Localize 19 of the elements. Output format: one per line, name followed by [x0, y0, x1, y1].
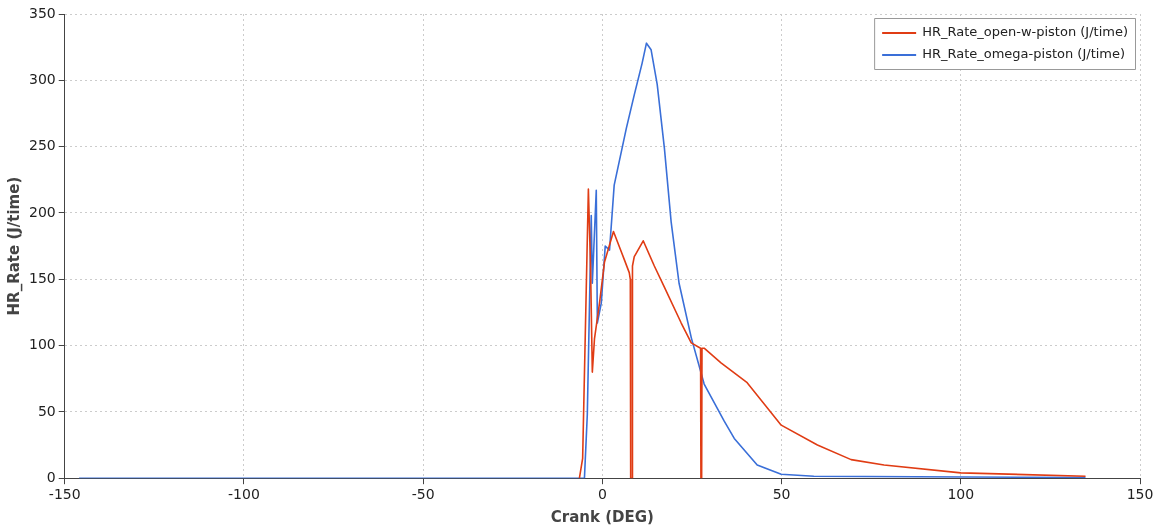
x-axis-title: Crank (DEG): [550, 507, 654, 526]
y-tick-label: 300: [28, 70, 56, 87]
x-tick-label: 0: [597, 486, 607, 503]
y-tick-label: 350: [28, 4, 56, 21]
x-tick-label: 50: [772, 486, 791, 503]
y-tick-label: 100: [28, 336, 56, 353]
legend-label: HR_Rate_open-w-piston (J/time): [922, 24, 1129, 40]
legend-label: HR_Rate_omega-piston (J/time): [922, 46, 1126, 62]
x-tick-label: 150: [1126, 486, 1154, 503]
x-tick-label: -100: [228, 486, 260, 503]
x-tick-label: 100: [947, 486, 975, 503]
y-axis-title: HR_Rate (J/time): [4, 176, 23, 316]
x-tick-label: -150: [48, 486, 81, 503]
x-tick-label: -50: [411, 486, 435, 503]
y-tick-label: 250: [28, 137, 56, 154]
y-tick-label: 50: [37, 402, 56, 419]
y-tick-label: 200: [28, 203, 56, 220]
y-tick-label: 150: [28, 269, 56, 286]
y-tick-label: 0: [46, 468, 56, 485]
